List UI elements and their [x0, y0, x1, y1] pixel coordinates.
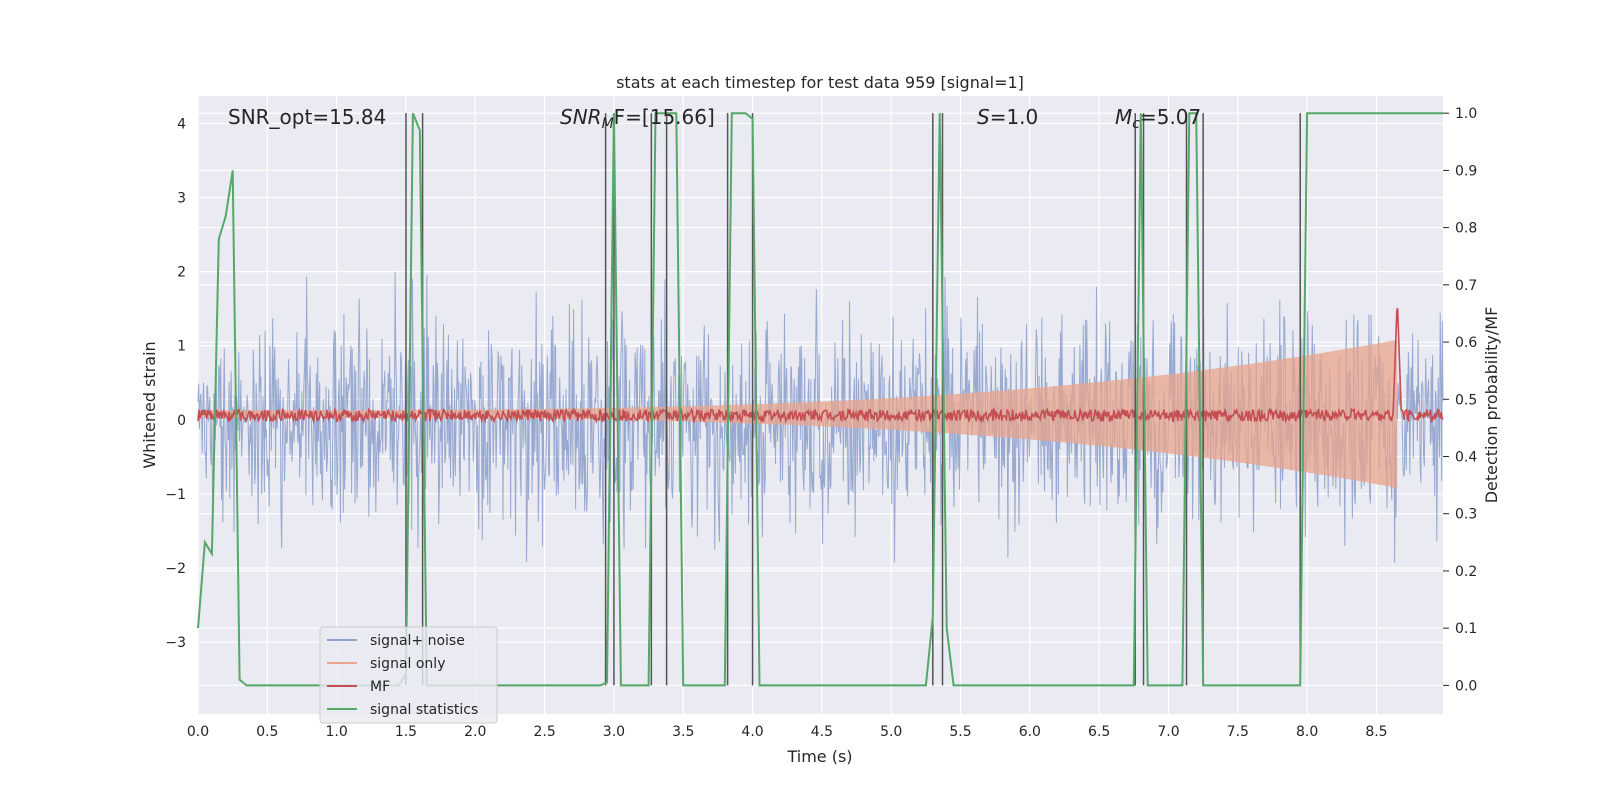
x-tick-2: 1.0 — [326, 724, 348, 740]
series-signal-only — [198, 339, 1398, 488]
y-tick-6: −2 — [165, 561, 186, 577]
x-tick-0: 0.0 — [187, 724, 209, 740]
legend-label-signal-only: signal only — [370, 656, 445, 672]
legend-label-mf: MF — [370, 679, 390, 695]
x-tick-11: 5.5 — [949, 724, 971, 740]
x-tick-13: 6.5 — [1088, 724, 1110, 740]
annotation-snr-opt: SNR_opt=15.84 — [228, 105, 386, 129]
signal-statistics-line — [197, 112, 1443, 687]
y2-tick-7: 0.3 — [1455, 507, 1477, 523]
y-tick-labels: 4 3 2 1 0 −1 −2 −3 — [165, 116, 186, 651]
signal-only-envelope — [198, 339, 1398, 488]
x-tick-10: 5.0 — [880, 724, 902, 740]
y2-axis-label: Detection probability/MF — [1482, 307, 1501, 504]
mc-tail: =5.07 — [1140, 105, 1201, 129]
x-tick-17: 8.5 — [1365, 724, 1387, 740]
annotation-snr-mf: SNRMF=[15.66] — [560, 105, 715, 132]
y-tick-1: 3 — [177, 191, 186, 207]
x-tick-6: 3.0 — [603, 724, 625, 740]
y2-tick-3: 0.7 — [1455, 278, 1477, 294]
x-tick-14: 7.0 — [1157, 724, 1179, 740]
x-tick-3: 1.5 — [395, 724, 417, 740]
y2-tick-9: 0.1 — [1455, 621, 1477, 637]
y2-tick-6: 0.4 — [1455, 450, 1477, 466]
snr-mf-tail: F=[15.66] — [614, 105, 715, 129]
series-signal-statistics — [197, 112, 1443, 687]
y-tick-4: 0 — [177, 413, 186, 429]
x-tick-16: 8.0 — [1296, 724, 1318, 740]
y-tick-2: 2 — [177, 265, 186, 281]
y-tick-3: 1 — [177, 339, 186, 355]
y-tick-0: 4 — [177, 116, 186, 132]
y2-tick-0: 1.0 — [1455, 106, 1477, 122]
x-tick-9: 4.5 — [811, 724, 833, 740]
legend-label-signal-statistics: signal statistics — [370, 702, 478, 718]
y2-tick-4: 0.6 — [1455, 335, 1477, 351]
annotation-mc: Mc=5.07 — [1115, 105, 1201, 132]
s-tail: =1.0 — [990, 105, 1039, 129]
s-main: S — [977, 105, 990, 129]
x-tick-labels: 0.0 0.5 1.0 1.5 2.0 2.5 3.0 3.5 4.0 4.5 5.0 5.5 6.0 6… — [187, 724, 1388, 740]
y2-tick-2: 0.8 — [1455, 221, 1477, 237]
x-tick-5: 2.5 — [533, 724, 555, 740]
mc-sub: c — [1132, 116, 1140, 132]
x-tick-12: 6.0 — [1019, 724, 1041, 740]
chart-title: stats at each timestep for test data 959… — [616, 73, 1024, 92]
legend-box — [319, 626, 498, 724]
x-tick-8: 4.0 — [741, 724, 763, 740]
y2-tick-labels: 1.0 0.9 0.8 0.7 0.6 0.5 0.4 0.3 0.2 0.1 0.0 — [1443, 106, 1477, 694]
y2-tick-1: 0.9 — [1455, 163, 1477, 179]
snr-mf-sub: M — [602, 116, 614, 132]
x-tick-7: 3.5 — [672, 724, 694, 740]
x-tick-4: 2.0 — [464, 724, 486, 740]
y-axis-label: Whitened strain — [140, 341, 159, 468]
legend: signal+ noise signal only MF signal stat… — [319, 626, 498, 724]
annotation-s: S=1.0 — [977, 105, 1038, 129]
snr-mf-main: SNR — [560, 105, 602, 129]
mc-main: M — [1115, 105, 1132, 129]
y-tick-5: −1 — [165, 487, 186, 503]
y2-tick-5: 0.5 — [1455, 392, 1477, 408]
legend-label-signal-noise: signal+ noise — [370, 633, 465, 649]
y2-tick-8: 0.2 — [1455, 564, 1477, 580]
x-tick-1: 0.5 — [256, 724, 278, 740]
y-tick-7: −3 — [165, 635, 186, 651]
y2-tick-10: 0.0 — [1455, 678, 1477, 694]
x-axis-label: Time (s) — [786, 747, 852, 766]
x-tick-15: 7.5 — [1227, 724, 1249, 740]
